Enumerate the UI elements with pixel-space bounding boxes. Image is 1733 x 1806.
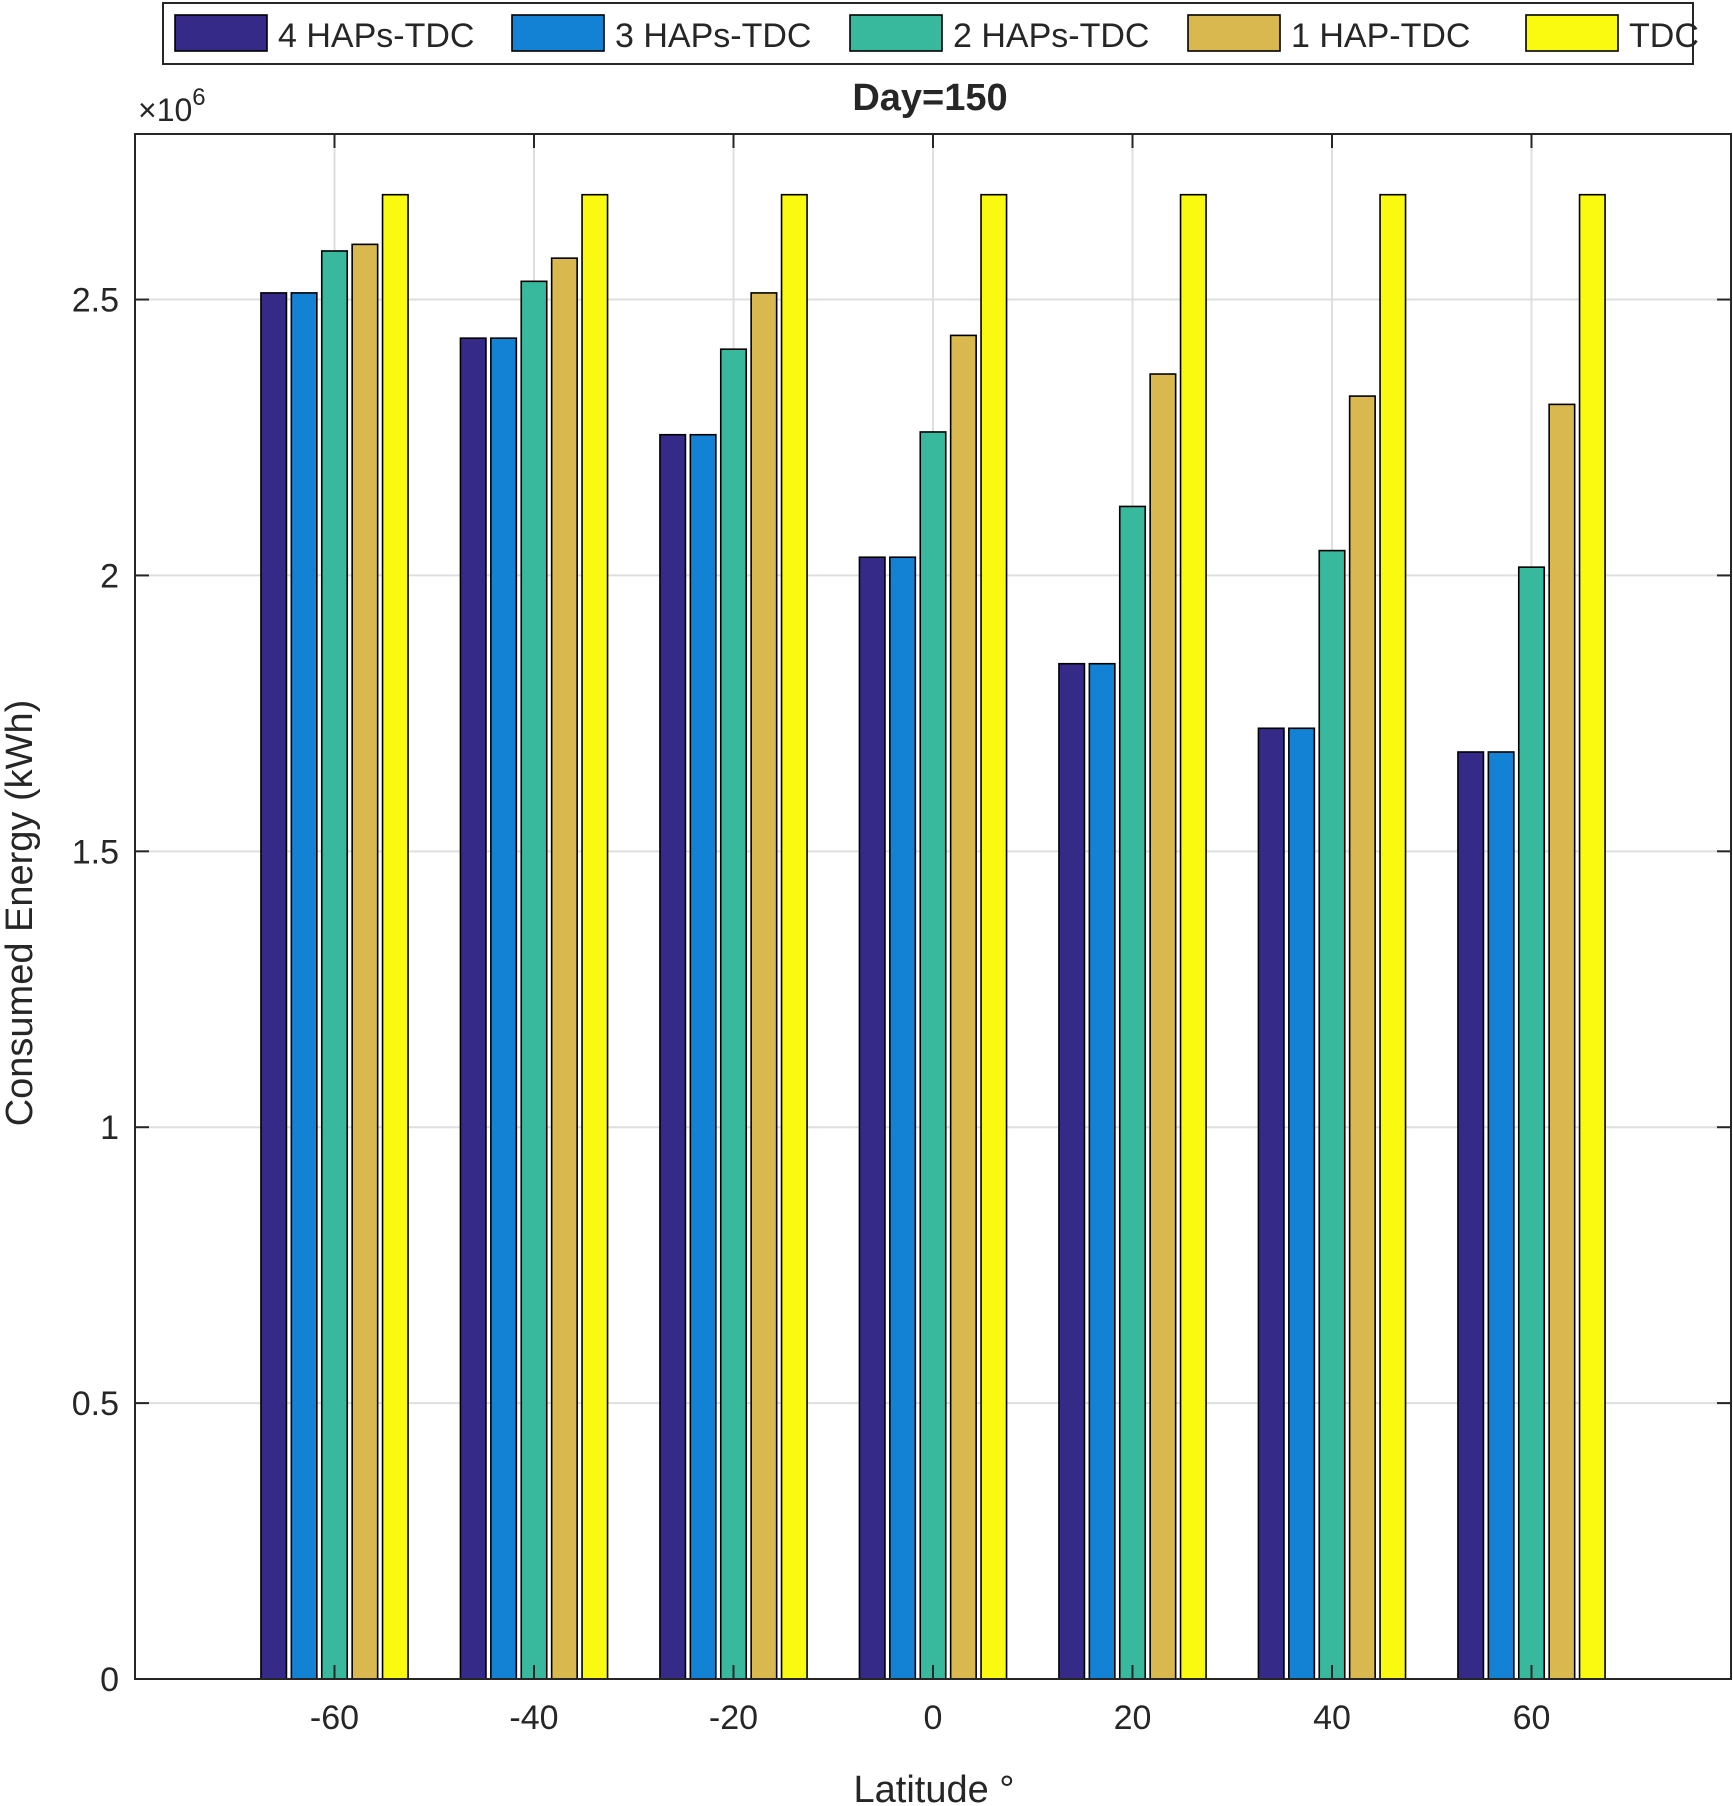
bar-1-hap-tdc--40	[550, 257, 578, 1680]
bar-tdc-40	[1379, 193, 1407, 1680]
y-axis-label: Consumed Energy (kWh)	[0, 700, 41, 1127]
bar-4-haps-tdc-0	[858, 556, 886, 1680]
bar-1-hap-tdc-20	[1149, 373, 1177, 1680]
legend-label: 4 HAPs-TDC	[278, 17, 474, 55]
bar-3-haps-tdc-20	[1088, 662, 1116, 1680]
bar-tdc-60	[1578, 193, 1606, 1680]
legend-label: 3 HAPs-TDC	[615, 17, 811, 55]
bar-tdc--20	[780, 193, 808, 1680]
bar-3-haps-tdc--20	[689, 433, 717, 1680]
legend: 4 HAPs-TDC 3 HAPs-TDC 2 HAPs-TDC 1 HAP-TDC T…	[162, 2, 1699, 65]
y-tick-label: 1	[100, 1109, 119, 1147]
bar-3-haps-tdc-60	[1487, 751, 1515, 1680]
x-tick-label: -40	[509, 1699, 558, 1737]
bar-2-haps-tdc-40	[1318, 549, 1346, 1680]
legend-swatch	[1525, 14, 1619, 52]
bar-1-hap-tdc--20	[750, 292, 778, 1680]
bar-1-hap-tdc-0	[949, 334, 977, 1680]
bar-tdc-0	[980, 193, 1008, 1680]
bar-4-haps-tdc-60	[1457, 751, 1485, 1680]
bar-2-haps-tdc--60	[320, 250, 349, 1680]
bar-3-haps-tdc--60	[290, 292, 318, 1680]
x-tick-label: 60	[1513, 1699, 1551, 1737]
bar-1-hap-tdc-60	[1548, 403, 1576, 1680]
axis-ticks	[135, 134, 1731, 1680]
bars	[260, 193, 1606, 1680]
chart-title: Day=150	[852, 77, 1007, 119]
y-tick-label: 2.5	[72, 282, 119, 320]
x-tick-label: 0	[924, 1699, 943, 1737]
y-tick-label: 2	[100, 557, 119, 595]
y-exponent-label: ×106	[138, 84, 206, 128]
legend-swatch	[849, 14, 943, 52]
bar-3-haps-tdc-0	[889, 556, 917, 1680]
y-tick-label: 1.5	[72, 833, 119, 871]
x-axis-label: Latitude °	[854, 1769, 1015, 1806]
x-tick-labels: -60 -40 -20 0 20 40 60	[310, 1699, 1550, 1737]
bar-1-hap-tdc--60	[351, 243, 379, 1680]
legend-swatch	[174, 14, 268, 52]
bar-4-haps-tdc--20	[659, 433, 687, 1680]
legend-label: TDC	[1629, 17, 1699, 55]
plot-area	[134, 133, 1732, 1680]
legend-label: 1 HAP-TDC	[1291, 17, 1470, 55]
legend-swatch	[1187, 14, 1281, 52]
bar-2-haps-tdc-20	[1118, 505, 1147, 1680]
bar-4-haps-tdc-20	[1058, 662, 1086, 1680]
x-tick-label: 20	[1114, 1699, 1152, 1737]
bar-3-haps-tdc-40	[1288, 727, 1316, 1680]
bar-1-hap-tdc-40	[1348, 395, 1376, 1680]
bar-3-haps-tdc--40	[490, 337, 518, 1680]
y-tick-label: 0.5	[72, 1385, 119, 1423]
bar-tdc--40	[581, 193, 609, 1680]
y-tick-label: 0	[100, 1661, 119, 1699]
bar-2-haps-tdc-0	[919, 431, 947, 1680]
y-tick-labels: 0 0.5 1 1.5 2 2.5	[72, 282, 119, 1699]
bar-tdc--60	[381, 193, 409, 1680]
x-tick-label: -60	[310, 1699, 359, 1737]
bar-2-haps-tdc-60	[1517, 566, 1546, 1680]
bar-4-haps-tdc-40	[1257, 727, 1285, 1680]
bar-4-haps-tdc--60	[260, 292, 288, 1680]
x-tick-label: 40	[1313, 1699, 1351, 1737]
bar-2-haps-tdc--20	[719, 348, 748, 1680]
legend-swatch	[511, 14, 605, 52]
bar-2-haps-tdc--40	[520, 280, 548, 1680]
x-tick-label: -20	[709, 1699, 758, 1737]
legend-label: 2 HAPs-TDC	[953, 17, 1149, 55]
bar-4-haps-tdc--40	[459, 337, 487, 1680]
bar-tdc-20	[1179, 193, 1207, 1680]
